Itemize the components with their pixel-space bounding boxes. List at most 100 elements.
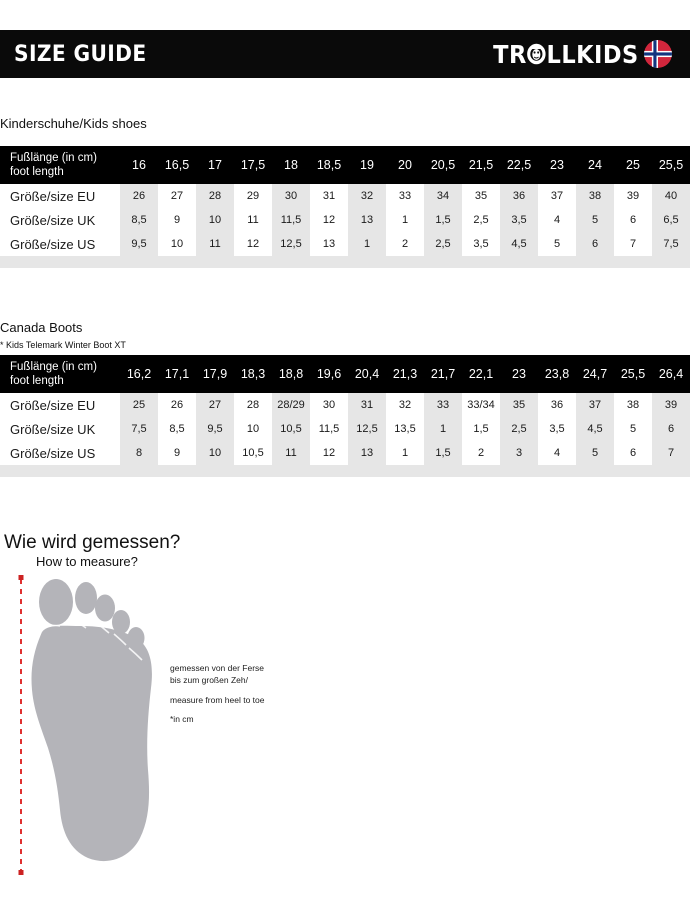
table2-header-label-de: Fußlänge (in cm): [10, 360, 97, 373]
measure-note-de-line2: bis zum großen Zeh/: [170, 675, 248, 686]
table2-cell: 32: [386, 393, 424, 417]
table2-footer-cell: [196, 465, 234, 477]
measurement-dashed-line-icon: [18, 575, 24, 875]
table1-footer-cell: [310, 256, 348, 268]
table2-footer-cell: [234, 465, 272, 477]
table1-footer-cell: [120, 256, 158, 268]
table2-cell: 5: [614, 417, 652, 441]
table2-footer-cell: [348, 465, 386, 477]
table1-cell: 13: [310, 232, 348, 256]
table1-col-header: 18,5: [316, 158, 342, 172]
table1-cell: 32: [348, 184, 386, 208]
table1-cell: 5: [576, 208, 614, 232]
table2-row-label: Größe/size EU: [0, 393, 120, 417]
table1-col-header: 25: [626, 158, 640, 172]
table2-cell: 10,5: [234, 441, 272, 465]
table1-row-label: Größe/size UK: [0, 208, 120, 232]
table2-header-label: Fußlänge (in cm) foot length: [0, 355, 120, 393]
table1-header-label-de: Fußlänge (in cm): [10, 151, 97, 164]
table1-cell: 7,5: [652, 232, 690, 256]
table2-footer-cell: [652, 465, 690, 477]
table2-cell: 25: [120, 393, 158, 417]
table2-cell: 13,5: [386, 417, 424, 441]
table2-cell: 4,5: [576, 417, 614, 441]
measure-note-en: measure from heel to toe: [170, 694, 265, 705]
table2-cell: 2,5: [500, 417, 538, 441]
table1-cell: 2: [386, 232, 424, 256]
table-row: Größe/size US 9,5 10 11 12 12,5 13 1 2 2,5 3,5 4,5 5…: [0, 232, 690, 256]
table2-cell: 1,5: [462, 417, 500, 441]
table2-row-label: Größe/size US: [0, 441, 120, 465]
table2-cell: 9,5: [196, 417, 234, 441]
table1-cell: 11,5: [272, 208, 310, 232]
table2-footer-cell: [386, 465, 424, 477]
table2-cell: 26: [158, 393, 196, 417]
table2-col-header: 19,6: [316, 367, 342, 381]
table1-footer-cell: [272, 256, 310, 268]
table1-header-row: Fußlänge (in cm) foot length 16 16,5 17 17,…: [0, 146, 690, 184]
table1-cell: 3,5: [500, 208, 538, 232]
table1-cell: 38: [576, 184, 614, 208]
table2-head: Fußlänge (in cm) foot length 16,2 17,1 17,…: [0, 355, 690, 393]
table1-cell: 11: [196, 232, 234, 256]
table1-col-header: 16: [132, 158, 146, 172]
table2-header-row: Fußlänge (in cm) foot length 16,2 17,1 17,…: [0, 355, 690, 393]
section-subcaption-canada-boots: * Kids Telemark Winter Boot XT: [0, 340, 126, 350]
table1-cell: 12: [310, 208, 348, 232]
brand-wordmark: TR LLKIDS: [494, 40, 639, 69]
table1-footer-strip: [0, 256, 690, 268]
table2-cell: 28/29: [272, 393, 310, 417]
table2-cell: 12,5: [348, 417, 386, 441]
table2-footer-cell: [424, 465, 462, 477]
brand-text-after: LLKIDS: [546, 39, 639, 69]
table2-cell: 1: [424, 417, 462, 441]
table2-col-header: 17,1: [164, 367, 190, 381]
table2-foot: [0, 465, 690, 477]
table1-cell: 3,5: [462, 232, 500, 256]
table2-row-label: Größe/size UK: [0, 417, 120, 441]
table1-cell: 7: [614, 232, 652, 256]
table1-cell: 40: [652, 184, 690, 208]
table2-cell: 1: [386, 441, 424, 465]
table1-col-header: 20,5: [430, 158, 456, 172]
table1-cell: 8,5: [120, 208, 158, 232]
table1-body: Größe/size EU 26 27 28 29 30 31 32 33 34 35 36 37 38 3…: [0, 184, 690, 256]
table2-cell: 1,5: [424, 441, 462, 465]
table1-cell: 39: [614, 184, 652, 208]
table1-row-label: Größe/size US: [0, 232, 120, 256]
brand-text-before: TR: [493, 39, 528, 69]
table2-cell: 37: [576, 393, 614, 417]
table2-cell: 13: [348, 441, 386, 465]
table1-head: Fußlänge (in cm) foot length 16 16,5 17 17,…: [0, 146, 690, 184]
table1-col-header: 24: [588, 158, 602, 172]
table1-col-header: 19: [360, 158, 374, 172]
table2-cell: 35: [500, 393, 538, 417]
table2-cell: 8,5: [158, 417, 196, 441]
table1-cell: 2,5: [462, 208, 500, 232]
table2-cell: 7: [652, 441, 690, 465]
table1-cell: 34: [424, 184, 462, 208]
table2-footer-cell: [158, 465, 196, 477]
measure-note-de-line1: gemessen von der Ferse: [170, 663, 265, 673]
table2-footer-cell: [120, 465, 158, 477]
table1-cell: 28: [196, 184, 234, 208]
table2-col-header: 16,2: [126, 367, 152, 381]
table2-footer-cell: [576, 465, 614, 477]
table1-row-label: Größe/size EU: [0, 184, 120, 208]
page-header: SIZE GUIDE TR LLKIDS: [0, 30, 690, 78]
table2-footer-strip: [0, 465, 690, 477]
table1-foot: [0, 256, 690, 268]
table1-cell: 6,5: [652, 208, 690, 232]
table2-footer-cell: [272, 465, 310, 477]
table1-col-header: 22,5: [506, 158, 532, 172]
table1-col-header: 25,5: [658, 158, 684, 172]
measure-note: gemessen von der Ferse bis zum großen Ze…: [170, 662, 265, 725]
table2-cell: 11: [272, 441, 310, 465]
table-row: Größe/size EU 26 27 28 29 30 31 32 33 34 35 36 37 38 3…: [0, 184, 690, 208]
table-row: Größe/size US 8 9 10 10,5 11 12 13 1 1,5 2 3 4 5 6 7: [0, 441, 690, 465]
table1-cell: 4,5: [500, 232, 538, 256]
table2-cell: 27: [196, 393, 234, 417]
table1-col-header: 17: [208, 158, 222, 172]
table1-cell: 10: [158, 232, 196, 256]
table1-cell: 33: [386, 184, 424, 208]
